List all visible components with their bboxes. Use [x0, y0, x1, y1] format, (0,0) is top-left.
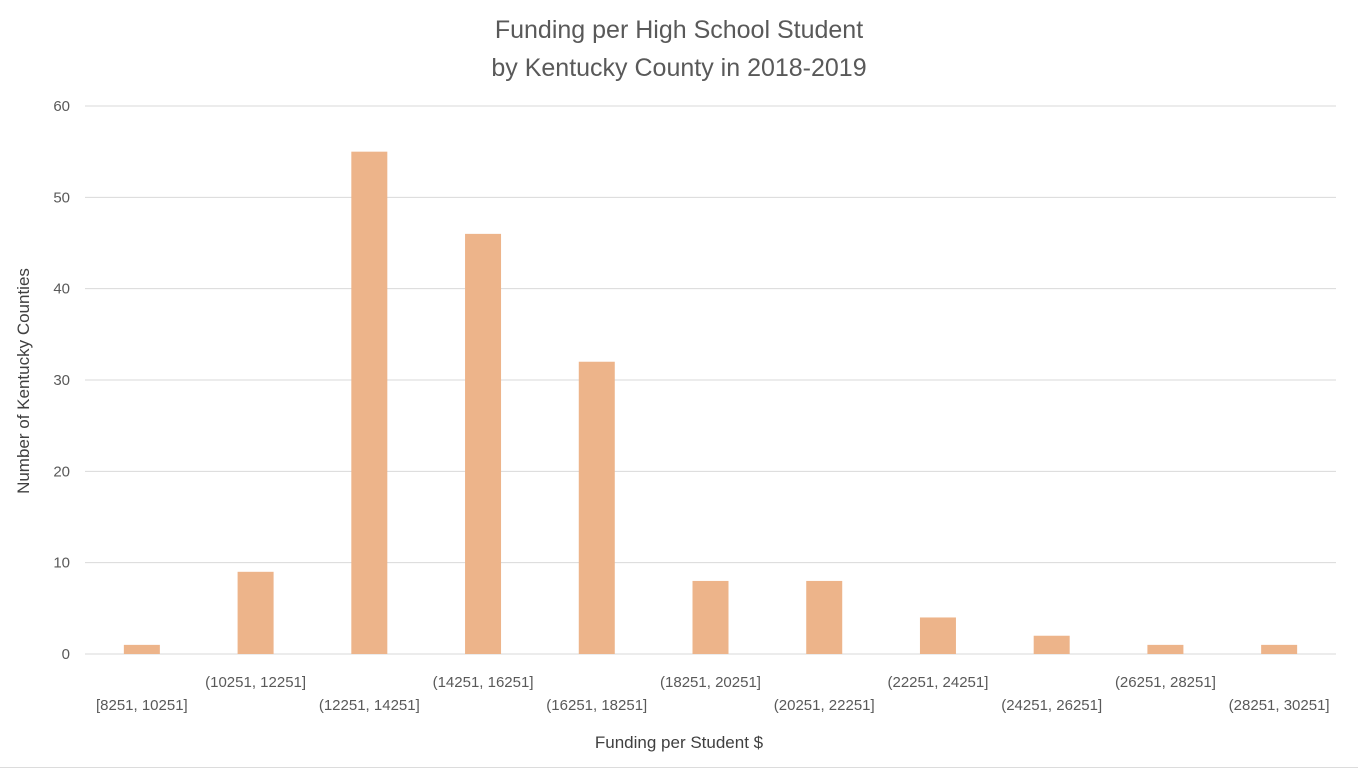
y-tick-label: 60 [53, 98, 70, 115]
bar [692, 580, 729, 654]
y-tick-label: 30 [53, 372, 70, 389]
x-tick-label: [8251, 10251] [96, 697, 188, 714]
chart-title-line-2: by Kentucky County in 2018-2019 [491, 54, 867, 82]
x-tick-label: (24251, 26251] [1001, 697, 1102, 714]
x-tick-label: (20251, 22251] [774, 697, 875, 714]
y-tick-label: 0 [62, 646, 70, 663]
bars [123, 151, 1298, 654]
x-tick-label: (16251, 18251] [546, 697, 647, 714]
bottom-border [0, 767, 1358, 768]
bar [919, 617, 956, 654]
y-tick-label: 20 [53, 463, 70, 480]
y-tick-label: 40 [53, 281, 70, 298]
bar [1261, 644, 1298, 654]
gridlines [85, 105, 1336, 655]
bar [1033, 635, 1070, 654]
x-tick-label: (14251, 16251] [433, 674, 534, 691]
bar [351, 151, 388, 654]
y-tick-label: 10 [53, 555, 70, 572]
y-tick-label: 50 [53, 189, 70, 206]
bar [806, 580, 843, 654]
x-tick-label: (28251, 30251] [1229, 697, 1330, 714]
bar [123, 644, 160, 654]
x-axis-label: Funding per Student $ [594, 733, 764, 752]
y-tick-labels: 0 10 20 30 40 50 60 [53, 98, 70, 663]
bar [578, 361, 615, 654]
x-tick-labels: [8251, 10251] (10251, 12251] (12251, 14251… [96, 674, 1330, 714]
chart-title-line-1: Funding per High School Student [494, 16, 864, 44]
bar [237, 571, 274, 654]
bar [465, 233, 502, 654]
x-tick-label: (18251, 20251] [660, 674, 761, 691]
x-tick-label: (22251, 24251] [887, 674, 988, 691]
y-axis-label: Number of Kentucky Counties [14, 268, 33, 494]
bar [1147, 644, 1184, 654]
x-tick-label: (12251, 14251] [319, 697, 420, 714]
x-tick-label: (26251, 28251] [1115, 674, 1216, 691]
x-tick-label: (10251, 12251] [205, 674, 306, 691]
